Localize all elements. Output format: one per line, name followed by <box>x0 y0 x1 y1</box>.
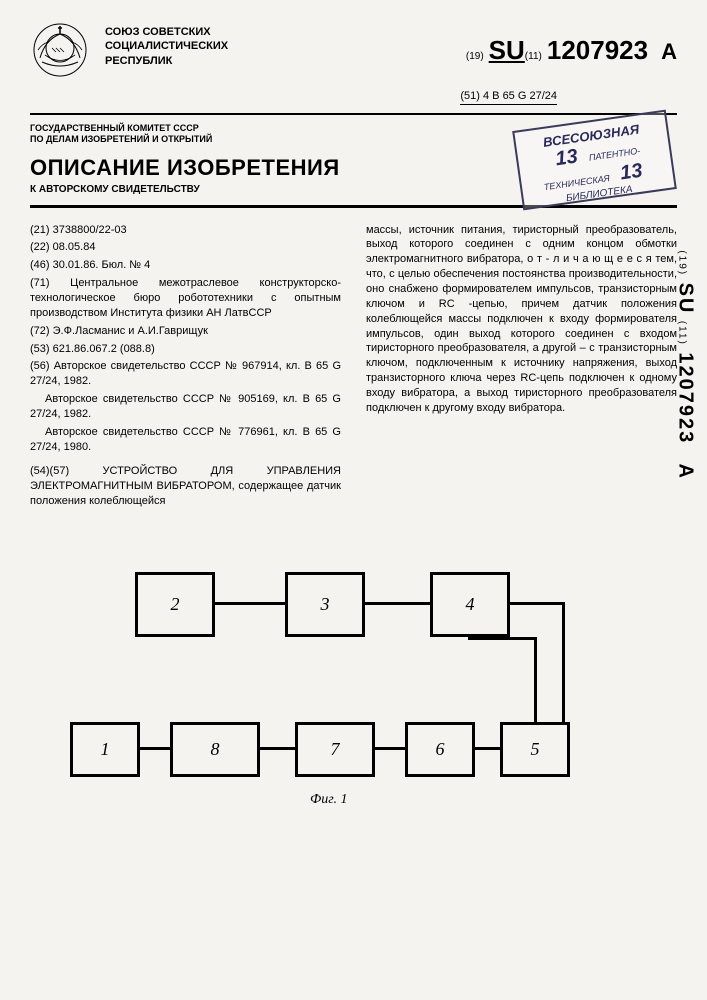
classif-prefix: (51) 4 <box>460 90 489 102</box>
patent-number-block: (19) SU(11) 1207923 A <box>466 20 677 80</box>
su-prefix: (19) <box>466 51 484 62</box>
block-2: 2 <box>135 572 215 637</box>
right-column: массы, источник питания, тиристорный пре… <box>366 223 677 512</box>
block-7: 7 <box>295 722 375 777</box>
field-21: (21) 3738800/22-03 <box>30 223 341 238</box>
field-72: (72) Э.Ф.Ласманис и А.И.Гаврищук <box>30 324 341 339</box>
abstract-text: массы, источник питания, тиристорный пре… <box>366 223 677 416</box>
union-line1: СОЮЗ СОВЕТСКИХ <box>105 25 466 39</box>
side-let: A <box>675 464 697 480</box>
wire <box>475 747 500 750</box>
body-text: (21) 3738800/22-03 (22) 08.05.84 (46) 30… <box>30 223 677 512</box>
field-56c: Авторское свидетельство СССР № 776961, к… <box>30 425 341 455</box>
classification: (51) 4 B 65 G 27/24 <box>30 90 677 105</box>
block-6: 6 <box>405 722 475 777</box>
field-53: (53) 621.86.067.2 (088.8) <box>30 342 341 357</box>
field-56a: (56) Авторское свидетельство СССР № 9679… <box>30 359 341 389</box>
wire <box>468 637 537 640</box>
wire <box>215 602 285 605</box>
block-diagram: 1 2 34 5678 Фиг. 1 <box>30 542 677 822</box>
wire <box>375 747 405 750</box>
block-5: 5 <box>500 722 570 777</box>
classif-code: B 65 G 27/24 <box>492 90 557 102</box>
wire <box>140 747 170 750</box>
block-1: 1 <box>70 722 140 777</box>
side-paren: (11) <box>677 321 688 346</box>
wire <box>534 637 537 723</box>
figure-label: Фиг. 1 <box>310 792 348 808</box>
block-8: 8 <box>170 722 260 777</box>
field-22: (22) 08.05.84 <box>30 240 341 255</box>
side-num: 1207923 <box>675 352 697 444</box>
wire <box>365 602 430 605</box>
patent-letter: A <box>661 39 677 64</box>
wire <box>510 602 565 605</box>
field-56b: Авторское свидетельство СССР № 905169, к… <box>30 392 341 422</box>
left-column: (21) 3738800/22-03 (22) 08.05.84 (46) 30… <box>30 223 341 512</box>
block-4: 4 <box>430 572 510 637</box>
side-su: SU <box>675 283 697 315</box>
union-title: СОЮЗ СОВЕТСКИХ СОЦИАЛИСТИЧЕСКИХ РЕСПУБЛИ… <box>105 20 466 80</box>
side-patent-label: (19) SU (11) 1207923 A <box>674 250 697 480</box>
patent-number: 1207923 <box>547 35 648 65</box>
stamp-n2: 13 <box>619 160 644 186</box>
stamp-n1: 13 <box>554 145 579 171</box>
wire <box>260 747 295 750</box>
field-71: (71) Центральное межотраслевое конструкт… <box>30 276 341 321</box>
su-label: SU <box>489 35 525 65</box>
field-54-57: (54)(57) УСТРОЙСТВО ДЛЯ УПРАВЛЕНИЯ ЭЛЕКТ… <box>30 464 341 509</box>
state-emblem <box>30 20 90 80</box>
union-line2: СОЦИАЛИСТИЧЕСКИХ <box>105 39 466 53</box>
block-3: 3 <box>285 572 365 637</box>
union-line3: РЕСПУБЛИК <box>105 54 466 68</box>
su-paren: (11) <box>525 51 542 62</box>
field-46: (46) 30.01.86. Бюл. № 4 <box>30 258 341 273</box>
